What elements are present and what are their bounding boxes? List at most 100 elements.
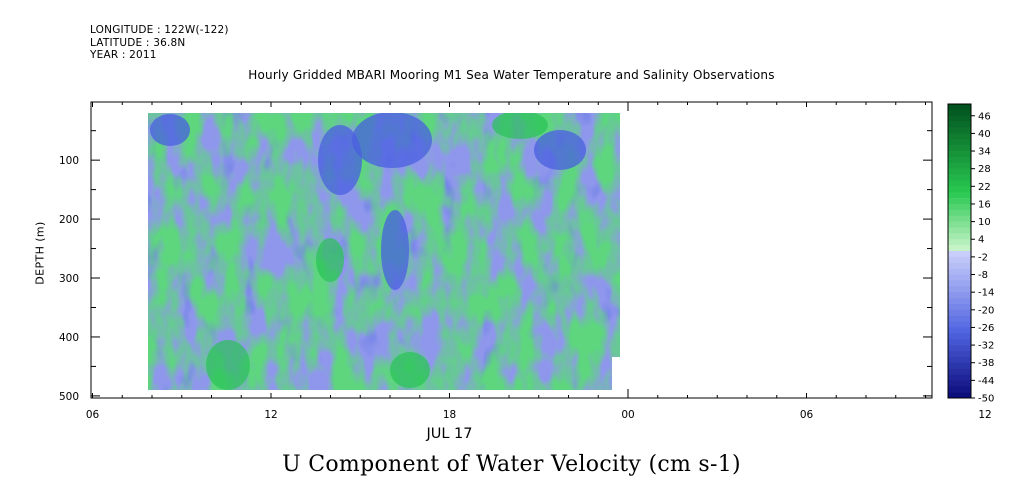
colorbar-swatch xyxy=(948,233,971,240)
colorbar-swatch xyxy=(948,356,971,364)
colorbar-swatch xyxy=(948,327,971,334)
colorbar-label: -14 xyxy=(978,288,994,299)
colorbar-label: 22 xyxy=(978,182,991,193)
colorbar-label: -20 xyxy=(978,305,994,316)
colorbar-swatch xyxy=(948,221,971,228)
colorbar-label: -32 xyxy=(978,341,994,352)
colorbar-swatch xyxy=(948,127,971,134)
y-tick-label: 200 xyxy=(59,214,79,226)
colorbar-label: -26 xyxy=(978,323,994,334)
heatmap-strong-negative xyxy=(381,210,409,290)
colorbar-swatch xyxy=(948,203,971,211)
y-tick-label: 500 xyxy=(59,391,79,403)
colorbar-swatch xyxy=(948,121,971,128)
heatmap-strong-positive xyxy=(390,352,430,388)
colorbar-swatch xyxy=(948,392,971,399)
colorbar-swatch xyxy=(948,168,971,175)
colorbar-label: -44 xyxy=(978,376,994,387)
colorbar-swatch xyxy=(948,133,971,140)
x-hour-tick-label: 00 xyxy=(621,409,634,421)
colorbar-swatch xyxy=(948,227,971,234)
colorbar-swatch xyxy=(948,174,971,181)
colorbar-swatch xyxy=(948,245,971,252)
x-hour-tick-label: 06 xyxy=(86,409,100,421)
colorbar-label: 40 xyxy=(978,129,991,140)
colorbar-swatch xyxy=(948,251,971,258)
colorbar-swatch xyxy=(948,368,971,375)
colorbar-swatch xyxy=(948,309,971,316)
colorbar-swatch xyxy=(948,339,971,346)
colorbar-swatch xyxy=(948,262,971,269)
colorbar-swatch xyxy=(948,350,971,358)
plot-frame xyxy=(90,101,933,399)
colorbar: 46 40 34 28 22 16 10 4 -2 -8 -14 -20 -26 -32 -38 -44 -50 xyxy=(947,103,994,405)
x-hour-tick-label: 06 xyxy=(800,409,814,421)
colorbar-swatch xyxy=(948,321,971,328)
colorbar-swatch xyxy=(948,345,971,352)
colorbar-label: -8 xyxy=(978,270,988,281)
heatmap-field xyxy=(148,113,620,390)
colorbar-swatch xyxy=(948,162,971,169)
colorbar-label: -50 xyxy=(978,394,994,405)
colorbar-swatch xyxy=(948,139,971,146)
colorbar-label: -38 xyxy=(978,358,994,369)
colorbar-swatch xyxy=(948,186,971,193)
colorbar-swatch xyxy=(948,192,971,199)
x-axis-title: U Component of Water Velocity (cm s-1) xyxy=(282,452,741,477)
colorbar-swatch xyxy=(948,104,971,111)
metadata-block: LONGITUDE : 122W(-122) LATITUDE : 36.8N … xyxy=(90,24,229,62)
y-tick-label: 100 xyxy=(59,155,79,167)
colorbar-swatch xyxy=(948,298,971,305)
colorbar-swatch xyxy=(948,380,971,387)
heatmap-strong-negative xyxy=(534,130,586,170)
colorbar-swatch xyxy=(948,215,971,222)
year-label: YEAR : 2011 xyxy=(90,49,157,61)
x-hour-tick-label: 18 xyxy=(443,409,456,421)
heatmap-strong-positive xyxy=(206,340,250,390)
heatmap-strong-negative xyxy=(352,113,432,168)
x-hour-tick-label: 12 xyxy=(978,409,991,421)
longitude-label: LONGITUDE : 122W(-122) xyxy=(90,24,229,36)
latitude-label: LATITUDE : 36.8N xyxy=(90,36,186,49)
colorbar-swatch xyxy=(948,292,971,299)
colorbar-label: 34 xyxy=(978,147,991,158)
plot-area: 06121800061218000612180006121800061218JU… xyxy=(59,101,992,442)
colorbar-swatch xyxy=(948,156,971,164)
colorbar-swatch xyxy=(948,374,971,381)
heatmap-strong-negative xyxy=(150,114,190,146)
chart-title: Hourly Gridded MBARI Mooring M1 Sea Wate… xyxy=(248,68,775,82)
x-day-label: JUL 17 xyxy=(425,426,472,442)
colorbar-swatch xyxy=(948,115,971,122)
heatmap-strong-negative xyxy=(318,125,362,195)
colorbar-swatch xyxy=(948,333,971,340)
colorbar-swatch xyxy=(948,145,971,152)
colorbar-swatch xyxy=(948,268,971,275)
colorbar-label: 4 xyxy=(978,235,984,246)
colorbar-swatch xyxy=(948,303,971,311)
y-tick-label: 300 xyxy=(59,273,79,285)
colorbar-label: 46 xyxy=(978,111,991,122)
colorbar-swatch xyxy=(948,280,971,287)
x-hour-tick-label: 12 xyxy=(264,409,277,421)
heatmap-strong-positive xyxy=(492,113,548,139)
colorbar-swatch xyxy=(948,386,971,393)
colorbar-swatch xyxy=(948,315,971,322)
colorbar-swatch xyxy=(948,286,971,293)
colorbar-label: 10 xyxy=(978,217,991,228)
colorbar-swatch xyxy=(948,362,971,369)
colorbar-frame xyxy=(947,103,972,399)
colorbar-swatch xyxy=(948,256,971,264)
y-tick-label: 400 xyxy=(59,332,79,344)
colorbar-label: 28 xyxy=(978,164,991,175)
colorbar-swatch xyxy=(948,180,971,187)
colorbar-swatch xyxy=(948,151,971,158)
colorbar-swatch xyxy=(948,109,971,117)
colorbar-swatch xyxy=(948,209,971,217)
colorbar-swatch xyxy=(948,198,971,205)
colorbar-label: -2 xyxy=(978,252,988,263)
colorbar-swatch xyxy=(948,274,971,281)
colorbar-label: 16 xyxy=(978,199,991,210)
colorbar-swatch xyxy=(948,239,971,246)
heatmap-strong-positive xyxy=(316,238,344,282)
